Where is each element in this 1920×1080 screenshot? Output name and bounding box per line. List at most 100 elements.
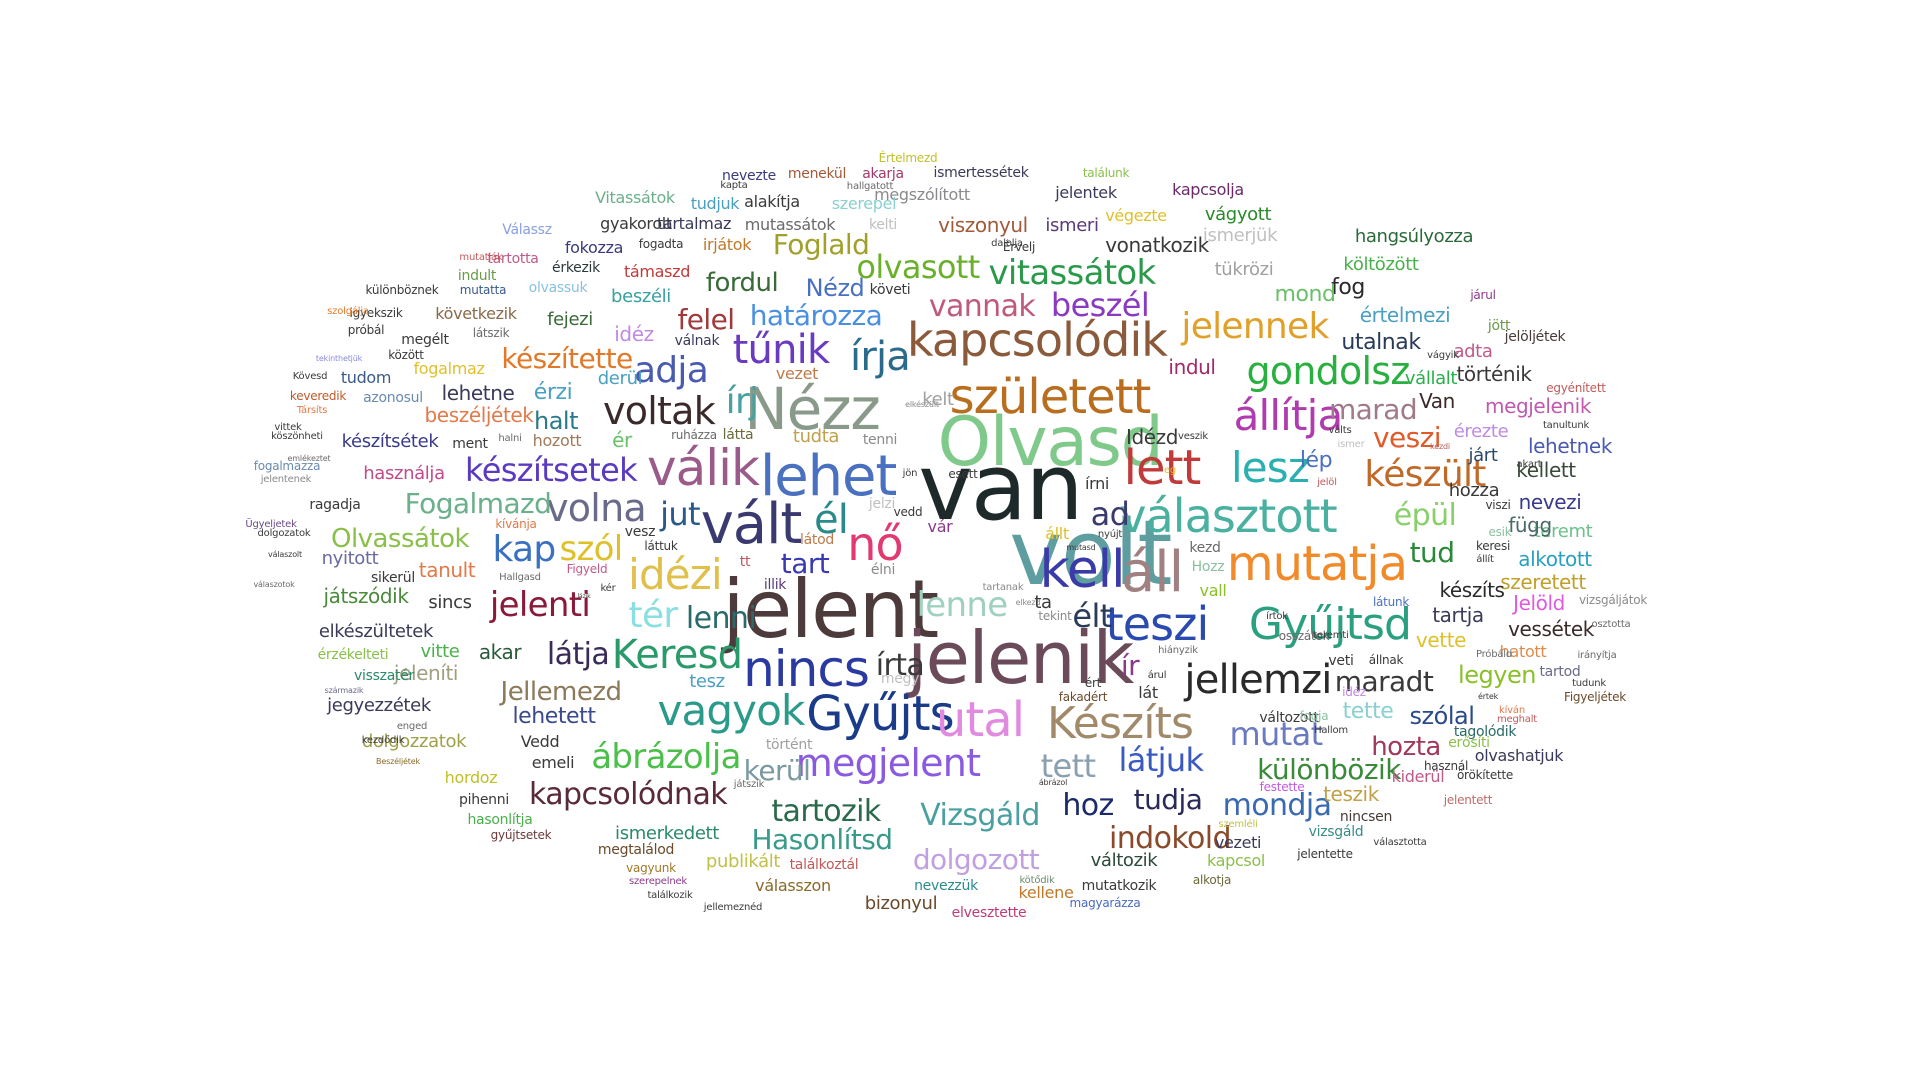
cloud-word: teremt [1533, 521, 1593, 542]
cloud-word: vonatkozik [1105, 233, 1209, 257]
cloud-word: használja [363, 463, 445, 484]
cloud-word: irányítja [1577, 650, 1617, 661]
cloud-word: Értelmezd [878, 151, 938, 165]
cloud-word: támaszd [623, 262, 691, 281]
cloud-word: használ [1423, 759, 1469, 773]
cloud-word: Ügyeljetek [245, 519, 297, 530]
cloud-word: hiányzik [1158, 645, 1198, 656]
cloud-word: Kövesd [292, 371, 328, 382]
cloud-word: Nézd [805, 274, 865, 302]
cloud-word: kellett [1516, 458, 1576, 482]
cloud-word: vezet [775, 364, 819, 383]
cloud-word: Érvelj [1002, 240, 1036, 254]
cloud-word: ismerkedett [615, 823, 719, 844]
cloud-word: akar [478, 640, 522, 664]
cloud-word: irjátok [702, 235, 752, 254]
cloud-word: következik [435, 304, 517, 323]
cloud-word: értek [1477, 692, 1499, 701]
cloud-word: tűnik [732, 327, 830, 373]
cloud-word: tükrözi [1214, 259, 1274, 280]
cloud-word: kiderül [1391, 767, 1445, 786]
cloud-word: megélt [401, 332, 449, 348]
cloud-word: nevezi [1518, 490, 1582, 514]
cloud-word: fordul [705, 268, 779, 298]
cloud-word: játszik [733, 779, 765, 790]
cloud-word: jelentette [1297, 847, 1353, 861]
cloud-word: tartotta [487, 251, 539, 267]
cloud-word: jeleníti [393, 661, 459, 685]
cloud-word: Figyeljétek [1564, 690, 1626, 704]
cloud-word: lehetett [512, 704, 596, 729]
cloud-word: tartalmaz [656, 214, 732, 233]
cloud-word: egyénített [1546, 381, 1606, 395]
cloud-word: azonosul [363, 390, 423, 406]
cloud-word: vette [1415, 628, 1467, 652]
cloud-word: jelöl [1317, 477, 1337, 488]
cloud-word: lép [1299, 448, 1333, 473]
cloud-word: ruházza [671, 428, 717, 442]
cloud-word: jelent [722, 563, 939, 656]
cloud-word: értelmezi [1359, 303, 1451, 327]
cloud-word: élt [1072, 597, 1112, 635]
cloud-word: jegyezzétek [327, 695, 431, 716]
cloud-word: kapcsolódnak [528, 777, 728, 812]
cloud-word: járul [1470, 288, 1496, 302]
cloud-word: tekinthetjük [315, 354, 363, 363]
cloud-word: marad [1328, 393, 1418, 426]
cloud-word: válaszotok [253, 580, 295, 589]
cloud-word: megszólított [874, 185, 970, 204]
cloud-word: választott [1119, 489, 1337, 543]
cloud-word: látja [546, 637, 610, 672]
cloud-word: lát [1138, 683, 1158, 702]
cloud-word: vitassátok [988, 253, 1156, 293]
cloud-word: hasonlítja [467, 812, 533, 828]
cloud-word: teszi [1105, 597, 1210, 651]
cloud-word: készült [1364, 454, 1486, 495]
cloud-word: próbál [347, 323, 385, 337]
cloud-word: tudja [1133, 783, 1203, 816]
cloud-word: mondja [1222, 788, 1332, 823]
cloud-word: vitte [420, 641, 460, 662]
cloud-word: tagolódik [1453, 724, 1517, 740]
cloud-word: elkészült [905, 400, 939, 409]
cloud-word: pihenni [459, 792, 509, 808]
cloud-word: kezd [1189, 540, 1221, 556]
cloud-word: mutatják [459, 252, 503, 263]
cloud-word: vagyok [657, 686, 805, 735]
cloud-word: nincs [743, 640, 870, 698]
cloud-word: érkezik [552, 260, 600, 276]
cloud-word: gyűjtsetek [490, 828, 552, 842]
cloud-word: volna [546, 486, 647, 530]
cloud-word: alakítja [744, 192, 800, 211]
cloud-word: esik [1488, 525, 1512, 539]
cloud-word: Hallom [1314, 725, 1348, 736]
cloud-word: választotta [1373, 837, 1427, 848]
cloud-word: nevezzük [914, 878, 978, 894]
cloud-word: teremti [1313, 630, 1349, 641]
cloud-word: jelenti [489, 585, 591, 625]
cloud-word: jellemzi [1184, 657, 1332, 703]
cloud-word: lett [1123, 440, 1202, 496]
cloud-word: fog [1331, 275, 1365, 300]
cloud-word: fejezi [547, 309, 593, 330]
cloud-word: Vizsgáld [920, 798, 1040, 833]
cloud-word: fogalmaz [413, 359, 485, 378]
cloud-word: van [918, 434, 1083, 541]
cloud-word: utal [935, 692, 1025, 748]
cloud-word: tudunk [1572, 678, 1606, 689]
cloud-word: tartanak [982, 582, 1024, 593]
cloud-word: hangsúlyozza [1354, 226, 1474, 247]
cloud-word: kötődik [1019, 875, 1055, 886]
cloud-word: lehetne [441, 381, 515, 405]
cloud-word: látta [722, 427, 754, 443]
cloud-word: vagyunk [626, 861, 676, 875]
cloud-word: fogalmazza [253, 459, 321, 473]
cloud-word: tanultunk [1542, 420, 1590, 431]
cloud-word: dolgozott [912, 843, 1040, 876]
cloud-word: gondolsz [1246, 349, 1410, 393]
cloud-word: vágyott [1204, 204, 1272, 225]
cloud-word: ad [1090, 495, 1130, 533]
cloud-word: tt [739, 554, 751, 570]
cloud-word: írni [1084, 474, 1110, 493]
cloud-word: válnak [674, 333, 720, 349]
